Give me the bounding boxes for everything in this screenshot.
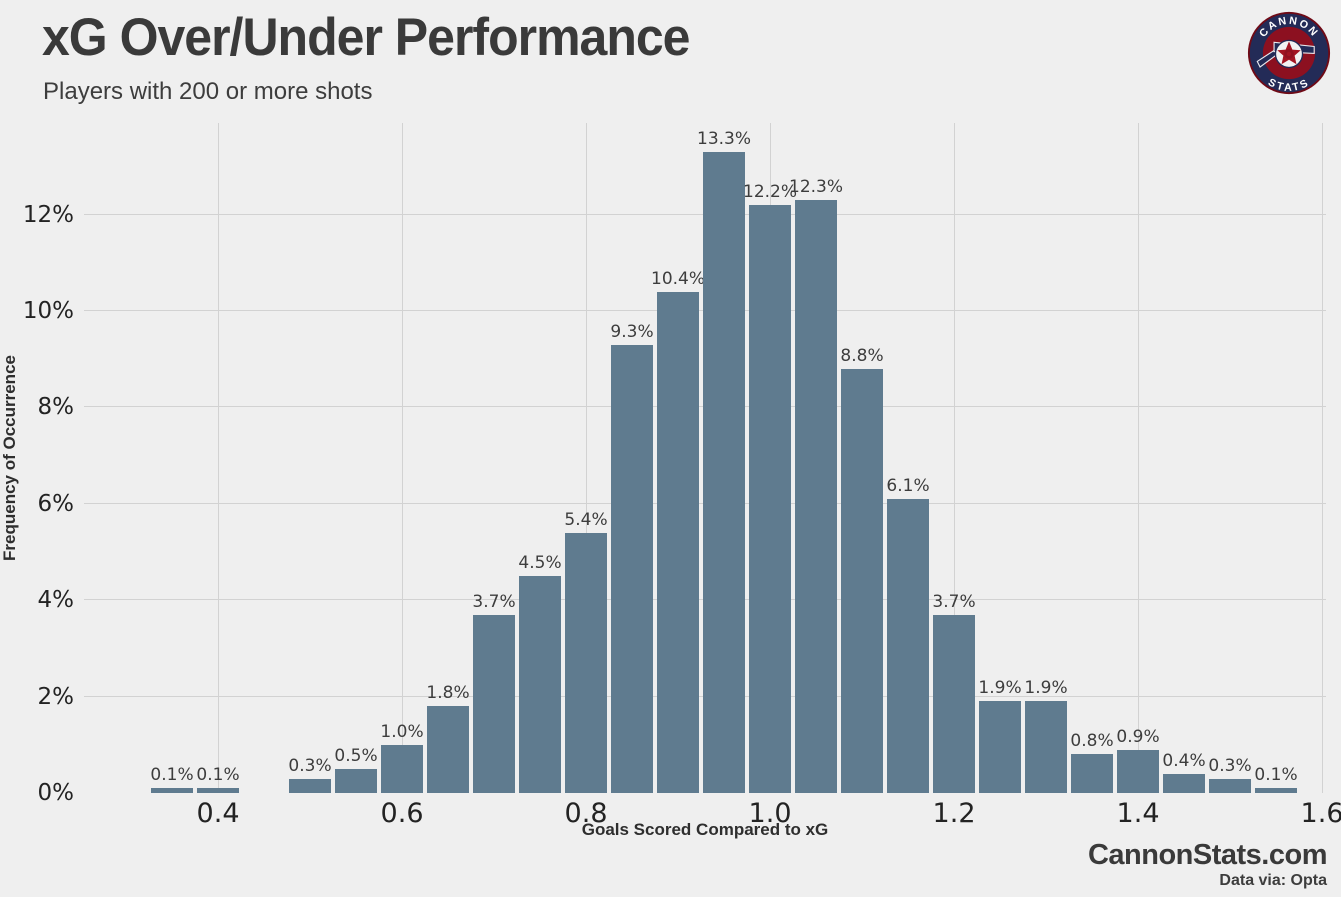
bar-value-label: 0.1% [196, 765, 240, 786]
x-gridline [954, 123, 956, 793]
histogram-bar [1163, 773, 1206, 793]
bar-value-label: 3.7% [472, 591, 516, 612]
histogram-bar [749, 204, 792, 793]
histogram-bar [151, 788, 194, 793]
bar-value-label: 0.4% [1162, 750, 1206, 771]
histogram-bar [197, 788, 240, 793]
x-gridline [586, 123, 588, 793]
x-tick-label: 1.0 [748, 798, 792, 829]
footer-data-credit: Data via: Opta [1219, 872, 1327, 889]
bar-value-label: 1.9% [978, 678, 1022, 699]
x-gridline [1138, 123, 1140, 793]
logo-bottom-text: STATS [1266, 76, 1310, 93]
y-tick-label: 10% [22, 298, 74, 324]
histogram-bar [1117, 749, 1160, 793]
y-tick-label: 6% [37, 490, 75, 517]
svg-text:STATS: STATS [1266, 76, 1312, 93]
bar-value-label: 9.3% [610, 321, 654, 342]
histogram-bar [427, 706, 470, 793]
y-tick-label: 8% [37, 394, 75, 421]
bar-value-label: 3.7% [932, 591, 976, 612]
histogram-bar [657, 291, 700, 793]
histogram-bar [1255, 788, 1298, 793]
bar-value-label: 5.4% [564, 509, 608, 530]
bar-value-label: 0.1% [1254, 765, 1298, 786]
histogram-bar [611, 344, 654, 793]
bar-value-label: 10.4% [651, 268, 706, 289]
histogram-bar [381, 744, 424, 793]
y-axis-label: Frequency of Occurrence [0, 355, 19, 561]
bar-value-label: 1.9% [1024, 678, 1068, 699]
histogram-bar [979, 701, 1022, 793]
x-gridline [1322, 123, 1324, 793]
bar-value-label: 0.3% [288, 755, 332, 776]
histogram-bar [795, 200, 838, 793]
x-tick-label: 1.4 [1116, 798, 1160, 829]
y-tick-label: 4% [37, 587, 75, 614]
x-tick-label: 0.8 [564, 798, 608, 829]
bar-value-label: 12.3% [789, 177, 844, 198]
histogram-bar [841, 368, 884, 793]
bar-value-label: 0.9% [1116, 726, 1160, 747]
bar-value-label: 1.0% [380, 721, 424, 742]
bar-value-label: 12.2% [743, 181, 798, 202]
histogram-bar [1209, 778, 1252, 793]
bar-value-label: 0.8% [1070, 731, 1114, 752]
bar-value-label: 0.5% [334, 745, 378, 766]
bar-value-label: 4.5% [518, 553, 562, 574]
x-gridline [218, 123, 220, 793]
histogram-bar [565, 532, 608, 793]
histogram-bar [1025, 701, 1068, 793]
bar-value-label: 0.1% [150, 765, 194, 786]
bar-value-label: 8.8% [840, 345, 884, 366]
histogram-bar [335, 768, 378, 793]
footer: CannonStats.com Data via: Opta [1087, 839, 1328, 891]
x-tick-label: 0.6 [380, 798, 424, 829]
x-tick-label: 1.2 [932, 798, 976, 829]
bar-value-label: 13.3% [697, 128, 752, 149]
page-subtitle: Players with 200 or more shots [43, 78, 373, 105]
histogram-bar [887, 498, 930, 793]
histogram-bar [703, 151, 746, 793]
bar-value-label: 6.1% [886, 475, 930, 496]
bar-value-label: 0.3% [1208, 755, 1252, 776]
page-title: xG Over/Under Performance [42, 7, 690, 67]
y-tick-label: 0% [37, 780, 75, 806]
y-tick-label: 2% [37, 683, 75, 710]
histogram-plot: 0% 2% 4% 6% 8% 10% 12% 0.4 0.6 0.8 1.0 1.2 1.4 1.6 0.1… [23, 123, 1341, 829]
x-axis-label: Goals Scored Compared to xG [581, 820, 829, 839]
y-tick-label: 12% [22, 201, 74, 228]
x-gridline [402, 123, 404, 793]
bar-value-label: 1.8% [426, 683, 470, 704]
cannon-icon [1256, 39, 1315, 69]
histogram-bar [473, 614, 516, 793]
histogram-bar [289, 778, 332, 793]
x-tick-label: 1.6 [1300, 798, 1341, 829]
cannonstats-logo: CANNON STATS [1247, 11, 1331, 95]
x-tick-label: 0.4 [196, 798, 240, 829]
histogram-bar [1071, 754, 1114, 793]
histogram-bar [519, 576, 562, 793]
footer-site-name: CannonStats.com [1087, 839, 1328, 871]
histogram-bar [933, 614, 976, 793]
